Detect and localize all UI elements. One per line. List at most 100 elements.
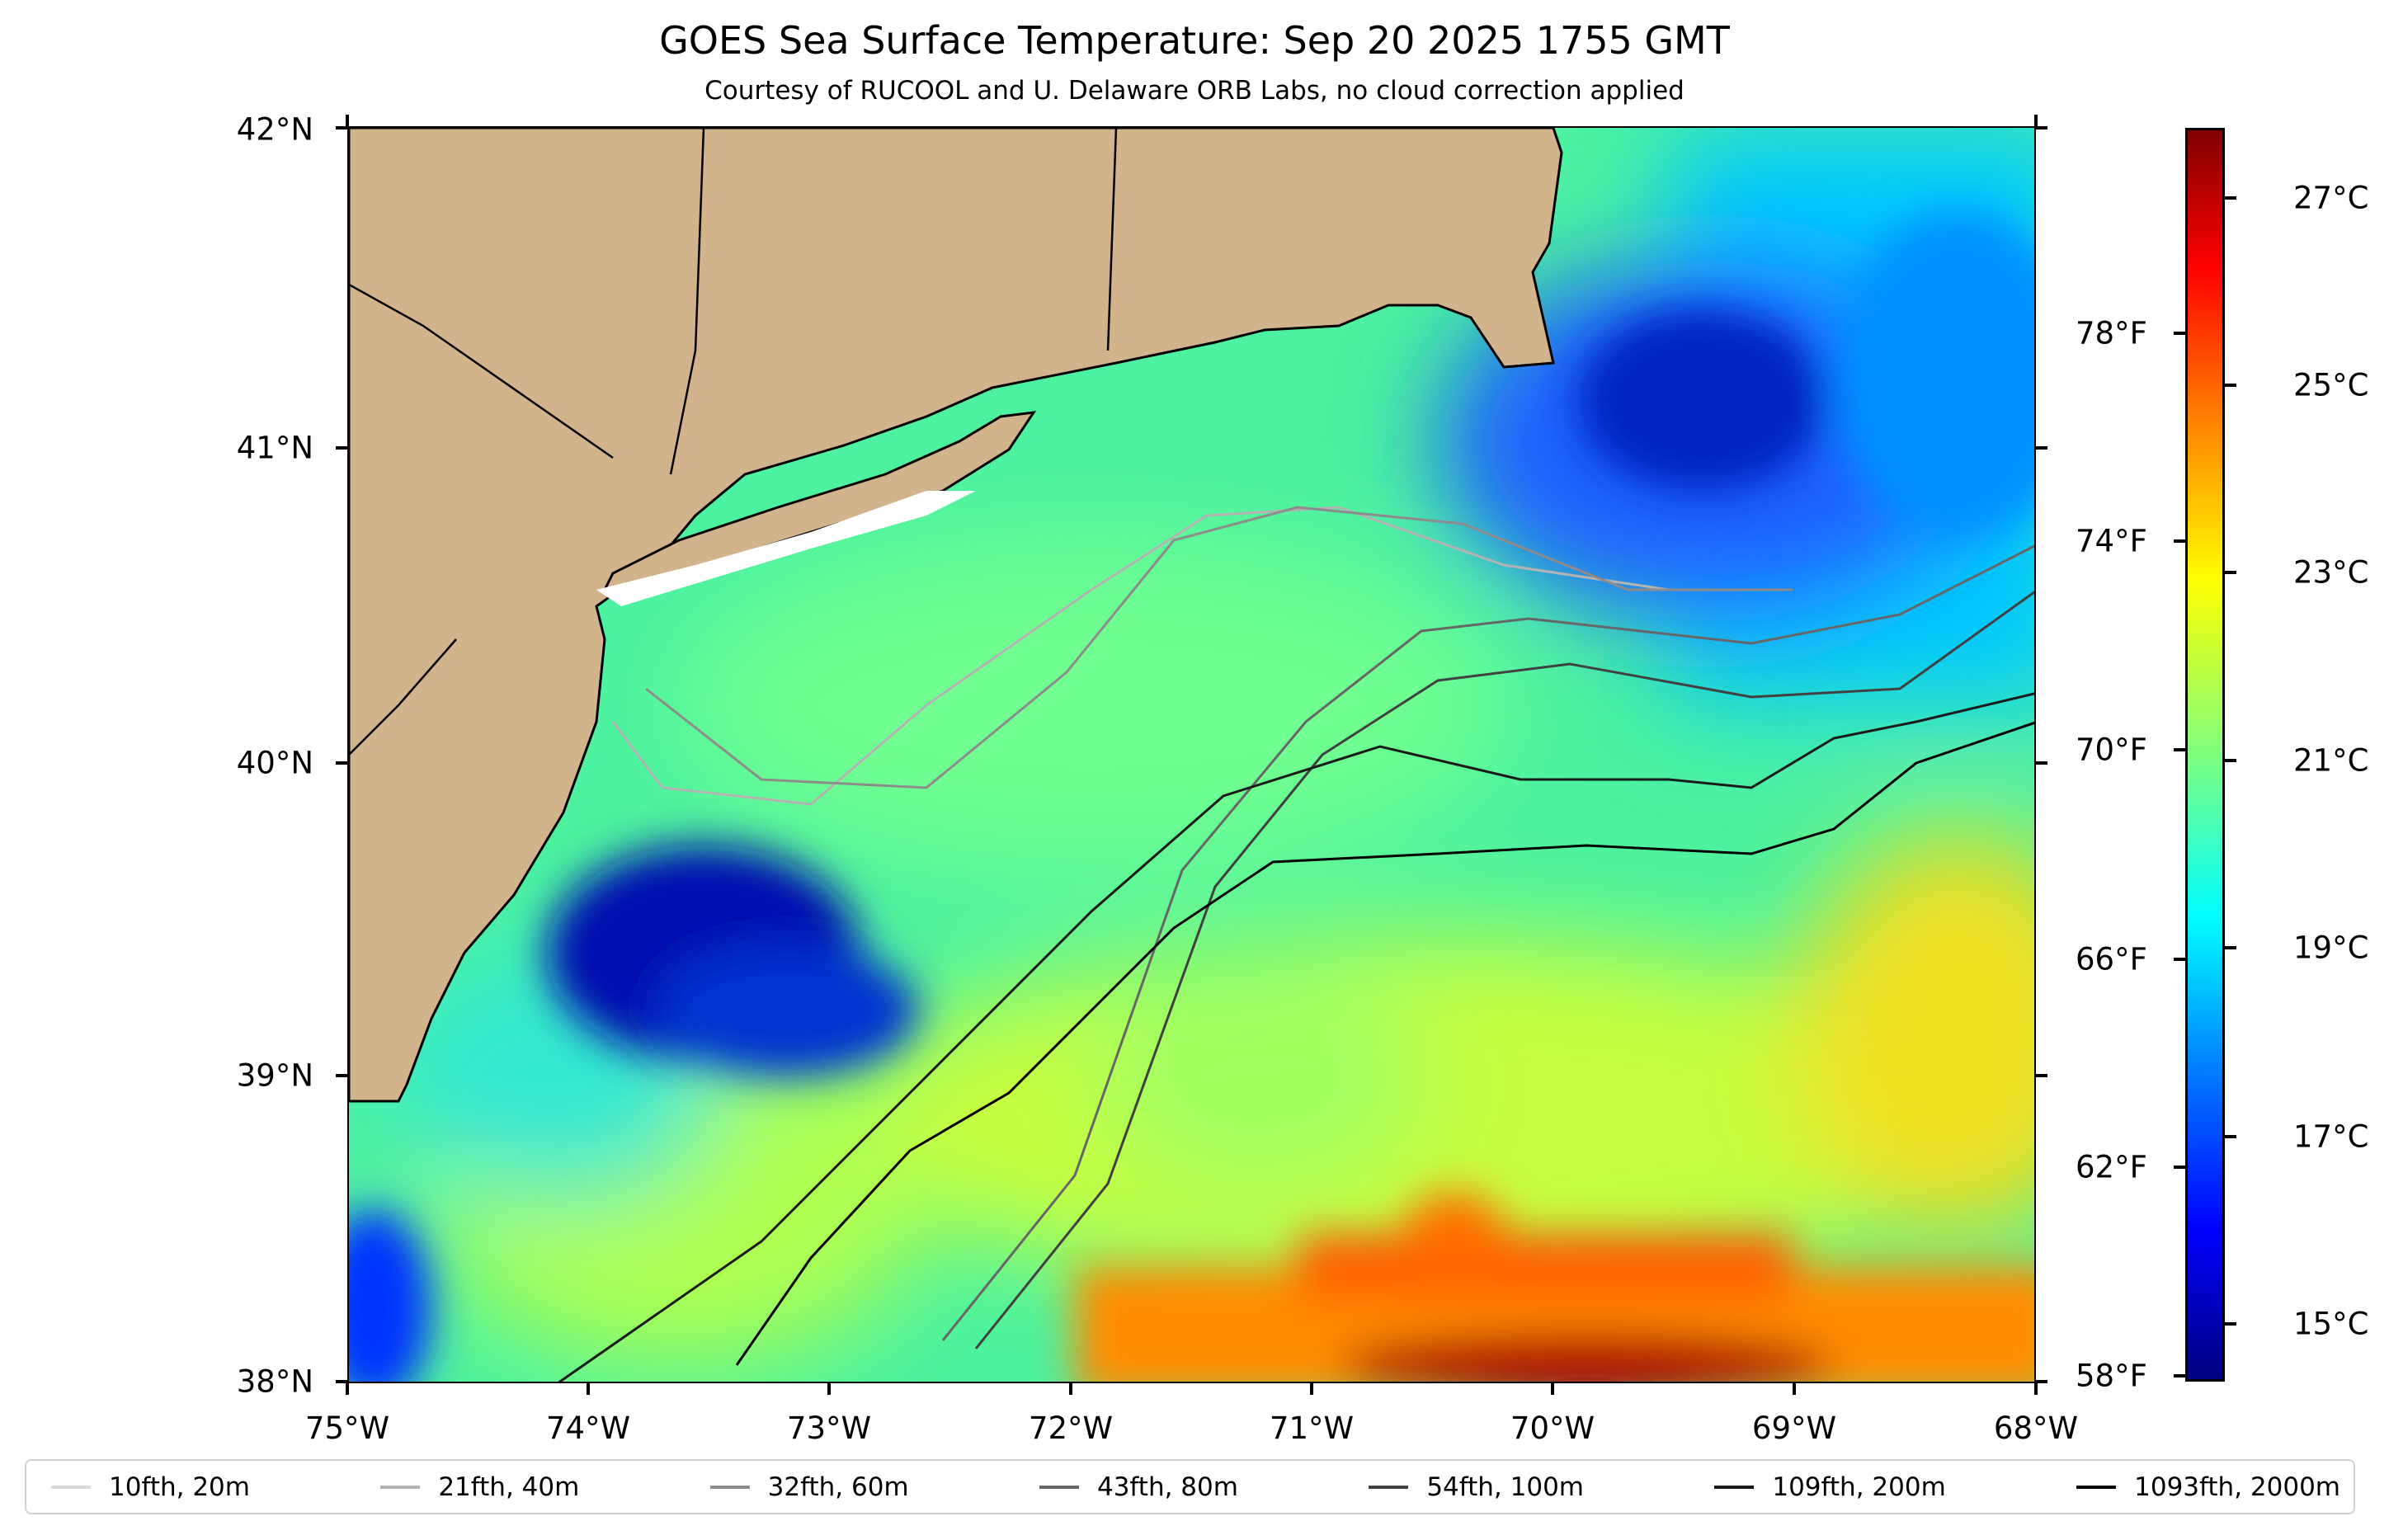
celsius-label: 23°C: [2293, 554, 2369, 591]
celsius-tick: [2225, 1322, 2236, 1326]
legend-item: 1093fth, 2000m: [2076, 1472, 2340, 1502]
fahrenheit-label: 74°F: [2076, 523, 2147, 559]
state-border: [349, 638, 457, 756]
lat-tick: [2036, 1074, 2047, 1077]
celsius-tick: [2225, 946, 2236, 949]
fahrenheit-tick: [2174, 958, 2185, 961]
chart-subtitle: Courtesy of RUCOOL and U. Delaware ORB L…: [704, 76, 1685, 106]
contour-60m: [645, 506, 1793, 789]
lat-tick: [336, 446, 347, 450]
legend-label: 109fth, 200m: [1772, 1472, 1946, 1502]
contour-2000m: [735, 721, 2034, 1366]
legend-item: 109fth, 200m: [1714, 1472, 1946, 1502]
lon-tick: [1793, 1383, 1796, 1395]
lon-label: 71°W: [1269, 1410, 1355, 1446]
state-border: [1106, 128, 1118, 351]
contour-200m: [558, 692, 2034, 1382]
lat-label: 42°N: [236, 111, 313, 148]
land: [349, 128, 1563, 1103]
fahrenheit-tick: [2174, 332, 2185, 335]
celsius-label: 21°C: [2293, 742, 2369, 779]
fahrenheit-label: 58°F: [2076, 1358, 2147, 1394]
lat-tick: [2036, 761, 2047, 765]
lat-tick: [2036, 446, 2047, 450]
lon-label: 68°W: [1993, 1410, 2079, 1446]
legend-item: 54fth, 100m: [1369, 1472, 1584, 1502]
lon-tick: [827, 1383, 831, 1395]
celsius-tick: [2225, 1135, 2236, 1138]
celsius-label: 25°C: [2293, 367, 2369, 403]
lon-label: 75°W: [304, 1410, 390, 1446]
celsius-label: 17°C: [2293, 1119, 2369, 1155]
state-border: [669, 128, 705, 475]
fahrenheit-tick: [2174, 748, 2185, 751]
celsius-tick: [2225, 759, 2236, 762]
legend-item: 10fth, 20m: [51, 1472, 250, 1502]
fahrenheit-label: 70°F: [2076, 732, 2147, 768]
depth-contours: [558, 506, 2034, 1382]
legend-label: 54fth, 100m: [1426, 1472, 1585, 1502]
contour-80m: [941, 544, 2034, 1341]
legend-label: 43fth, 80m: [1096, 1472, 1238, 1502]
lat-label: 40°N: [236, 745, 313, 781]
fahrenheit-label: 62°F: [2076, 1149, 2147, 1185]
lat-tick: [2036, 1380, 2047, 1383]
lat-tick: [336, 1074, 347, 1077]
fahrenheit-tick: [2174, 539, 2185, 543]
legend-label: 1093fth, 2000m: [2134, 1472, 2340, 1502]
contour-100m: [974, 591, 2034, 1349]
legend-item: 21fth, 40m: [380, 1472, 579, 1502]
legend-line-swatch: [1714, 1485, 1755, 1489]
lat-label: 41°N: [236, 430, 313, 466]
lon-label: 73°W: [786, 1410, 872, 1446]
state-borders: [349, 283, 614, 459]
lat-tick: [336, 761, 347, 765]
legend-item: 32fth, 60m: [709, 1472, 909, 1502]
legend-line-swatch: [2076, 1485, 2117, 1489]
sst-map: [347, 126, 2036, 1383]
legend-line-swatch: [51, 1485, 91, 1489]
fahrenheit-label: 66°F: [2076, 941, 2147, 977]
celsius-label: 27°C: [2293, 180, 2369, 216]
celsius-tick: [2225, 384, 2236, 387]
contour-40m: [611, 506, 1670, 806]
legend-label: 32fth, 60m: [767, 1472, 909, 1502]
legend-line-swatch: [709, 1485, 750, 1489]
legend-label: 21fth, 40m: [438, 1472, 580, 1502]
celsius-tick: [2225, 196, 2236, 200]
lon-tick: [1069, 1383, 1072, 1395]
sst-map-svg: [349, 128, 2034, 1382]
legend-item: 43fth, 80m: [1039, 1472, 1238, 1502]
contour-legend: 10fth, 20m 21fth, 40m 32fth, 60m 43fth, …: [25, 1459, 2355, 1514]
lat-tick: [336, 1380, 347, 1383]
colorbar: [2185, 128, 2225, 1382]
lon-label: 70°W: [1510, 1410, 1595, 1446]
lon-label: 74°W: [545, 1410, 631, 1446]
lon-label: 72°W: [1028, 1410, 1114, 1446]
lon-label: 69°W: [1751, 1410, 1837, 1446]
lat-label: 38°N: [236, 1363, 313, 1400]
celsius-tick: [2225, 571, 2236, 574]
chart-title: GOES Sea Surface Temperature: Sep 20 202…: [659, 18, 1730, 63]
fahrenheit-tick: [2174, 1374, 2185, 1378]
celsius-label: 15°C: [2293, 1306, 2369, 1342]
lon-tick: [1310, 1383, 1313, 1395]
lon-tick: [2034, 1383, 2038, 1395]
lon-tick: [587, 1383, 590, 1395]
land-mainland: [349, 128, 1563, 1103]
lat-tick: [2036, 126, 2047, 130]
lon-tick: [346, 1383, 349, 1395]
lat-tick: [336, 126, 347, 130]
legend-line-swatch: [380, 1485, 421, 1489]
celsius-label: 19°C: [2293, 930, 2369, 966]
coastal-nodata: [596, 491, 976, 606]
legend-label: 10fth, 20m: [109, 1472, 250, 1502]
lon-tick: [346, 115, 349, 126]
fahrenheit-tick: [2174, 1166, 2185, 1169]
legend-line-swatch: [1369, 1485, 1409, 1489]
legend-line-swatch: [1039, 1485, 1079, 1489]
fahrenheit-label: 78°F: [2076, 315, 2147, 351]
lon-tick: [2034, 115, 2038, 126]
lon-tick: [1551, 1383, 1554, 1395]
lat-label: 39°N: [236, 1057, 313, 1094]
